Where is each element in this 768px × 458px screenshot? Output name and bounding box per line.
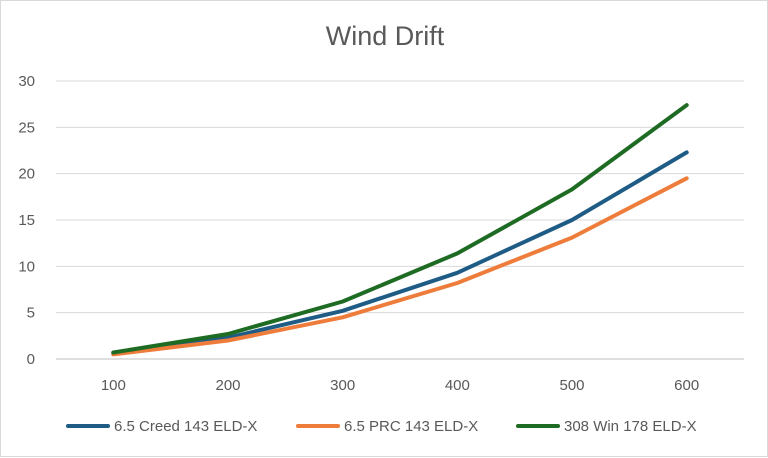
x-tick-label-500: 500 bbox=[559, 377, 584, 394]
y-tick-label-15: 15 bbox=[18, 212, 35, 229]
y-tick-label-5: 5 bbox=[27, 305, 35, 322]
legend-label-308-win-178-eld-x: 308 Win 178 ELD-X bbox=[564, 418, 697, 435]
x-tick-label-100: 100 bbox=[101, 377, 126, 394]
x-tick-label-200: 200 bbox=[215, 377, 240, 394]
series-layer bbox=[113, 105, 687, 354]
legend: 6.5 Creed 143 ELD-X 6.5 PRC 143 ELD-X 308 … bbox=[68, 418, 697, 435]
y-tick-label-10: 10 bbox=[18, 258, 35, 275]
grid-layer bbox=[56, 81, 744, 359]
series-line-308-win-178-eld-x bbox=[113, 105, 686, 352]
x-axis-ticks: 100 200 300 400 500 600 bbox=[101, 377, 699, 394]
legend-label-6-5-prc-143-eld-x: 6.5 PRC 143 ELD-X bbox=[344, 418, 478, 435]
y-tick-label-20: 20 bbox=[18, 166, 35, 183]
series-line-6-5-creed-143-eld-x bbox=[113, 152, 686, 353]
x-tick-label-300: 300 bbox=[330, 377, 355, 394]
chart-title: Wind Drift bbox=[326, 21, 445, 51]
y-tick-label-30: 30 bbox=[18, 73, 35, 90]
y-tick-label-25: 25 bbox=[18, 119, 35, 136]
x-tick-label-600: 600 bbox=[674, 377, 699, 394]
y-tick-label-0: 0 bbox=[27, 351, 35, 368]
x-tick-label-400: 400 bbox=[445, 377, 470, 394]
y-axis-ticks: 0 5 10 15 20 25 30 bbox=[18, 73, 35, 368]
legend-label-6-5-creed-143-eld-x: 6.5 Creed 143 ELD-X bbox=[114, 418, 257, 435]
